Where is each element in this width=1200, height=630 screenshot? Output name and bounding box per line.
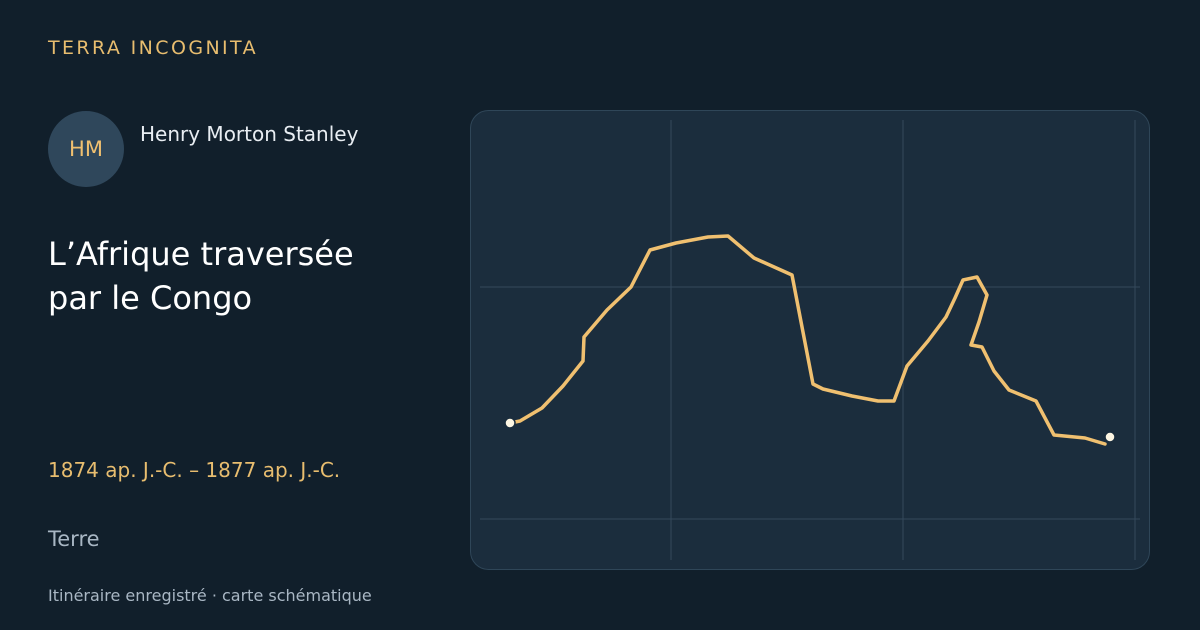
title: L’Afrique traversée par le Congo (48, 235, 354, 317)
map-grid (480, 120, 1140, 560)
medium: Terre (48, 527, 100, 551)
route-end (1104, 431, 1116, 443)
dates: 1874 ap. J.-C. – 1877 ap. J.-C. (48, 458, 341, 482)
map-panel (470, 110, 1150, 570)
footer: Itinéraire enregistré · carte schématiqu… (48, 586, 372, 605)
route-start (504, 417, 516, 429)
brand: TERRA INCOGNITA (48, 37, 258, 59)
avatar: HM (48, 111, 124, 187)
route (508, 234, 1107, 446)
explorer-name: Henry Morton Stanley (140, 122, 359, 146)
